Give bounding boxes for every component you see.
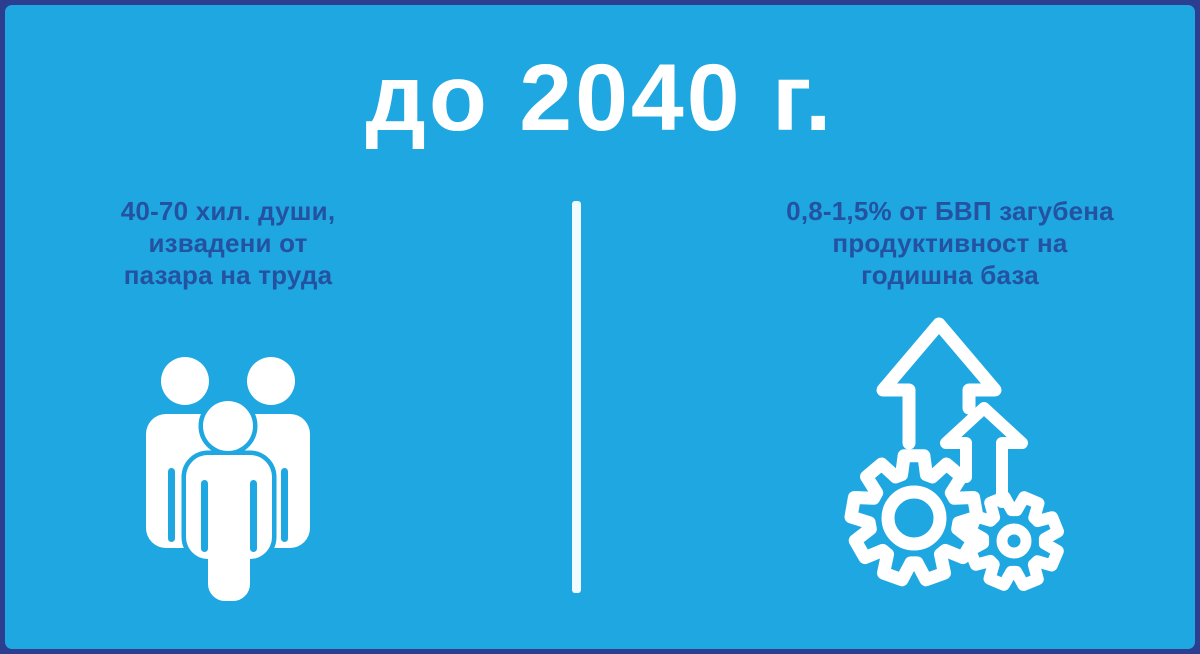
- labor-market-panel: 40-70 хил. души, извадени от пазара на т…: [43, 195, 413, 603]
- caption-line: годишна база: [861, 260, 1039, 290]
- page-title: до 2040 г.: [365, 45, 835, 151]
- gdp-productivity-caption: 0,8-1,5% от БВП загубена продуктивност н…: [765, 195, 1135, 291]
- caption-line: пазара на труда: [123, 260, 333, 290]
- arrow-up-large-icon: [876, 317, 1002, 450]
- divider-line: [572, 201, 581, 593]
- arrow-up-small-icon: [940, 402, 1028, 508]
- labor-market-caption: 40-70 хил. души, извадени от пазара на т…: [43, 195, 413, 291]
- gear-large-hub: [881, 485, 947, 551]
- caption-line: продуктивност на: [832, 228, 1068, 258]
- back-people-arm-slots: [168, 468, 288, 542]
- caption-line: извадени от: [148, 228, 308, 258]
- gdp-productivity-panel: 0,8-1,5% от БВП загубена продуктивност н…: [765, 195, 1135, 605]
- front-person-arm-slots: [201, 480, 257, 552]
- gears-growth-arrows-icon: [844, 317, 1064, 591]
- people-group-icon: [146, 357, 310, 603]
- gear-small-icon: [964, 491, 1064, 591]
- caption-line: 40-70 хил. души,: [120, 196, 336, 226]
- gear-large-icon: [844, 449, 984, 587]
- caption-line: 0,8-1,5% от БВП загубена: [786, 196, 1114, 226]
- gear-small-hub: [996, 523, 1032, 559]
